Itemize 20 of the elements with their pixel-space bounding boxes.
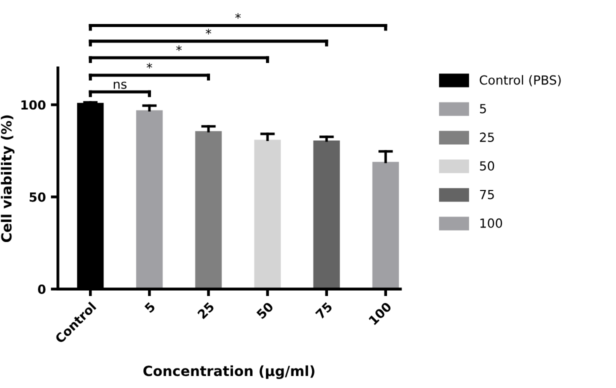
x-tick-label: 75 <box>315 302 333 320</box>
x-axis-title: Concentration (µg/ml) <box>143 365 314 379</box>
annotation: ns <box>114 82 127 89</box>
legend-label: 100 <box>480 218 502 228</box>
legend-label: 5 <box>480 104 486 114</box>
legend-label: 25 <box>480 132 494 142</box>
text: * <box>206 28 212 34</box>
x-tick-label: 50 <box>256 301 274 320</box>
x-tick-label: 25 <box>197 302 215 320</box>
text: * <box>235 13 241 19</box>
legend-label: 50 <box>480 161 494 171</box>
text: * <box>176 45 182 52</box>
y-tick-label: 50 <box>30 192 46 202</box>
y-tick-label: 0 <box>38 284 46 294</box>
y-axis-title: Cell viability (%) <box>0 115 14 242</box>
y-tick-label: 100 <box>21 100 46 110</box>
legend-label: 75 <box>480 190 494 200</box>
x-tick-label: 5 <box>144 302 156 314</box>
legend-label: Control (PBS) <box>480 75 561 86</box>
annotation: * <box>146 62 152 69</box>
